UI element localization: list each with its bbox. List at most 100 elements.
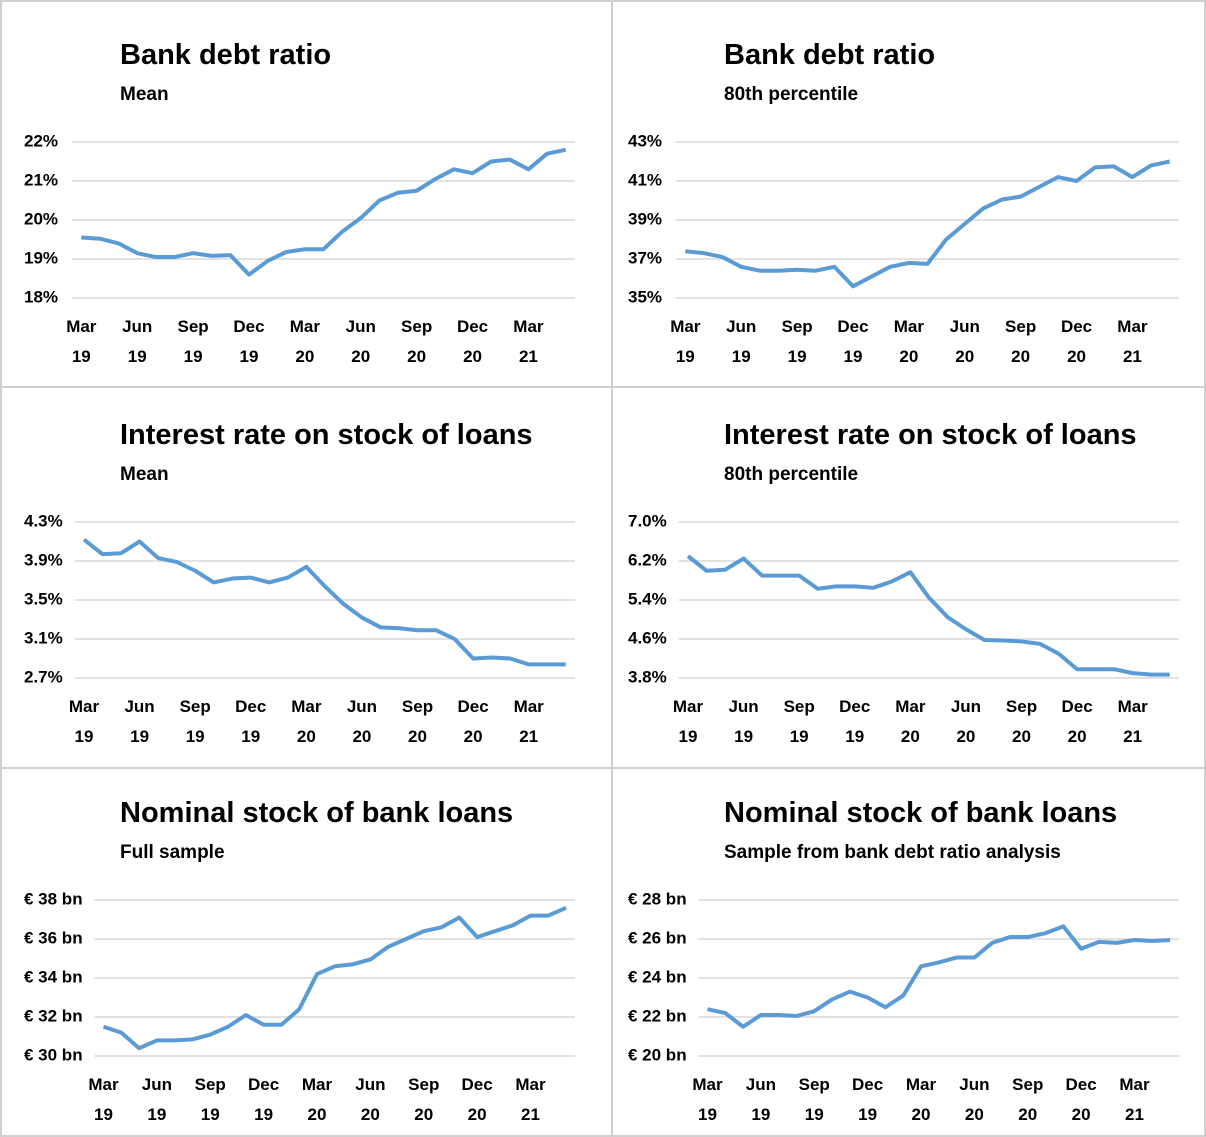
x-tick-label-line: Sep (195, 1075, 226, 1094)
x-tick-label: Dec 20 (1062, 697, 1093, 746)
x-tick-label-line: Mar (69, 697, 100, 716)
x-tick-label-line: Dec (1066, 1075, 1097, 1094)
x-tick-label: Jun 19 (142, 1075, 172, 1124)
x-tick-label-line: 21 (1123, 347, 1142, 366)
x-tick-label-line: Jun (124, 697, 154, 716)
x-tick-label: Mar 20 (894, 317, 925, 366)
y-tick-label: 3.8% (628, 667, 667, 686)
x-tick-label-line: 20 (1067, 347, 1086, 366)
x-tick-label-line: 19 (130, 727, 149, 746)
y-tick-label: € 32 bn (24, 1006, 83, 1025)
x-tick-label-line: Mar (66, 317, 97, 336)
x-tick-label-line: Sep (781, 317, 812, 336)
x-tick-label: Jun 20 (951, 697, 981, 746)
x-tick-label-line: 19 (72, 347, 91, 366)
x-tick-label: Mar 19 (670, 317, 701, 366)
x-tick-label-line: Dec (457, 317, 488, 336)
chart-subtitle: Mean (120, 84, 169, 105)
x-tick-label-line: 20 (408, 727, 427, 746)
x-tick-label-line: Jun (746, 1075, 776, 1094)
x-tick-label-line: 21 (519, 347, 538, 366)
x-tick-label-line: Dec (235, 697, 266, 716)
x-tick-label: Dec 20 (1066, 1075, 1097, 1124)
x-tick-label-line: Jun (347, 697, 377, 716)
chart-subtitle: Full sample (120, 842, 225, 863)
x-tick-label-line: 20 (1012, 727, 1031, 746)
x-tick-label: Mar 21 (515, 1075, 546, 1124)
x-tick-label-line: 20 (352, 727, 371, 746)
x-tick-label-line: Mar (302, 1075, 333, 1094)
x-tick-label-line: Mar (670, 317, 701, 336)
x-tick-label-line: 20 (899, 347, 918, 366)
x-tick-label-line: Jun (355, 1075, 385, 1094)
y-tick-label: € 24 bn (628, 967, 687, 986)
y-tick-label: € 38 bn (24, 889, 83, 908)
x-tick-label-line: 21 (1123, 727, 1142, 746)
data-line (707, 924, 1171, 1029)
chart-panel: Nominal stock of bank loans Sample from b… (628, 797, 1179, 1124)
x-tick-label-line: Sep (799, 1075, 830, 1094)
x-tick-label: Jun 20 (346, 317, 376, 366)
x-tick-label: Mar 20 (895, 697, 926, 746)
x-tick-label: Sep 20 (401, 317, 432, 366)
x-tick-label-line: 20 (1068, 727, 1087, 746)
x-tick-label-line: Sep (1006, 697, 1037, 716)
x-tick-label-line: Mar (1119, 1075, 1150, 1094)
x-tick-label-line: 20 (308, 1105, 327, 1124)
y-tick-label: 41% (628, 170, 662, 189)
y-tick-label: 18% (24, 287, 58, 306)
x-tick-label-line: Dec (837, 317, 868, 336)
x-tick-label: Sep 19 (195, 1075, 226, 1124)
chart-title: Interest rate on stock of loans (724, 419, 1137, 451)
x-tick-label: Mar 19 (66, 317, 97, 366)
y-tick-label: 2.7% (24, 667, 63, 686)
x-tick-label: Sep 20 (1012, 1075, 1043, 1124)
x-tick-label: Dec 19 (235, 697, 266, 746)
x-tick-label: Jun 19 (746, 1075, 776, 1124)
data-line (686, 554, 1170, 677)
x-tick-label: Sep 19 (180, 697, 211, 746)
x-tick-label-line: 20 (901, 727, 920, 746)
x-tick-label: Mar 20 (291, 697, 322, 746)
x-tick-label-line: Sep (408, 1075, 439, 1094)
chart-subtitle: 80th percentile (724, 84, 858, 105)
x-tick-label: Dec 19 (839, 697, 870, 746)
chart-panel: Nominal stock of bank loans Full sample € … (24, 797, 575, 1124)
x-tick-label: Mar 19 (69, 697, 100, 746)
x-tick-label: Sep 19 (781, 317, 812, 366)
x-tick-label-line: 20 (955, 347, 974, 366)
x-tick-label-line: Mar (894, 317, 925, 336)
chart-panel: Interest rate on stock of loans Mean 2.7% 3… (24, 419, 575, 746)
x-tick-label-line: Sep (402, 697, 433, 716)
y-tick-label: € 28 bn (628, 889, 687, 908)
y-tick-label: € 22 bn (628, 1006, 687, 1025)
chart-title: Bank debt ratio (120, 39, 331, 71)
x-tick-label: Dec 19 (233, 317, 264, 366)
x-tick-label: Sep 20 (1005, 317, 1036, 366)
x-tick-label-line: 20 (956, 727, 975, 746)
x-tick-label-line: Dec (233, 317, 264, 336)
y-tick-label: 4.3% (24, 511, 63, 530)
chart-subtitle: Sample from bank debt ratio analysis (724, 842, 1061, 863)
x-tick-label-line: Mar (290, 317, 321, 336)
x-tick-label-line: 20 (297, 727, 316, 746)
x-tick-label-line: Jun (122, 317, 152, 336)
x-tick-label: Mar 21 (514, 697, 545, 746)
x-tick-label-line: Mar (906, 1075, 937, 1094)
x-tick-label-line: 19 (790, 727, 809, 746)
x-tick-label: Mar 21 (1117, 317, 1148, 366)
x-tick-label-line: Dec (1061, 317, 1092, 336)
x-tick-label: Jun 19 (122, 317, 152, 366)
x-tick-label-line: Mar (692, 1075, 723, 1094)
x-tick-label: Dec 20 (457, 317, 488, 366)
x-tick-label-line: Dec (462, 1075, 493, 1094)
x-tick-label: Mar 19 (673, 697, 704, 746)
x-tick-label-line: Mar (515, 1075, 546, 1094)
x-tick-label: Sep 19 (799, 1075, 830, 1124)
x-tick-label-line: 19 (240, 347, 259, 366)
x-tick-label: Jun 19 (124, 697, 154, 746)
x-tick-label-line: Jun (142, 1075, 172, 1094)
